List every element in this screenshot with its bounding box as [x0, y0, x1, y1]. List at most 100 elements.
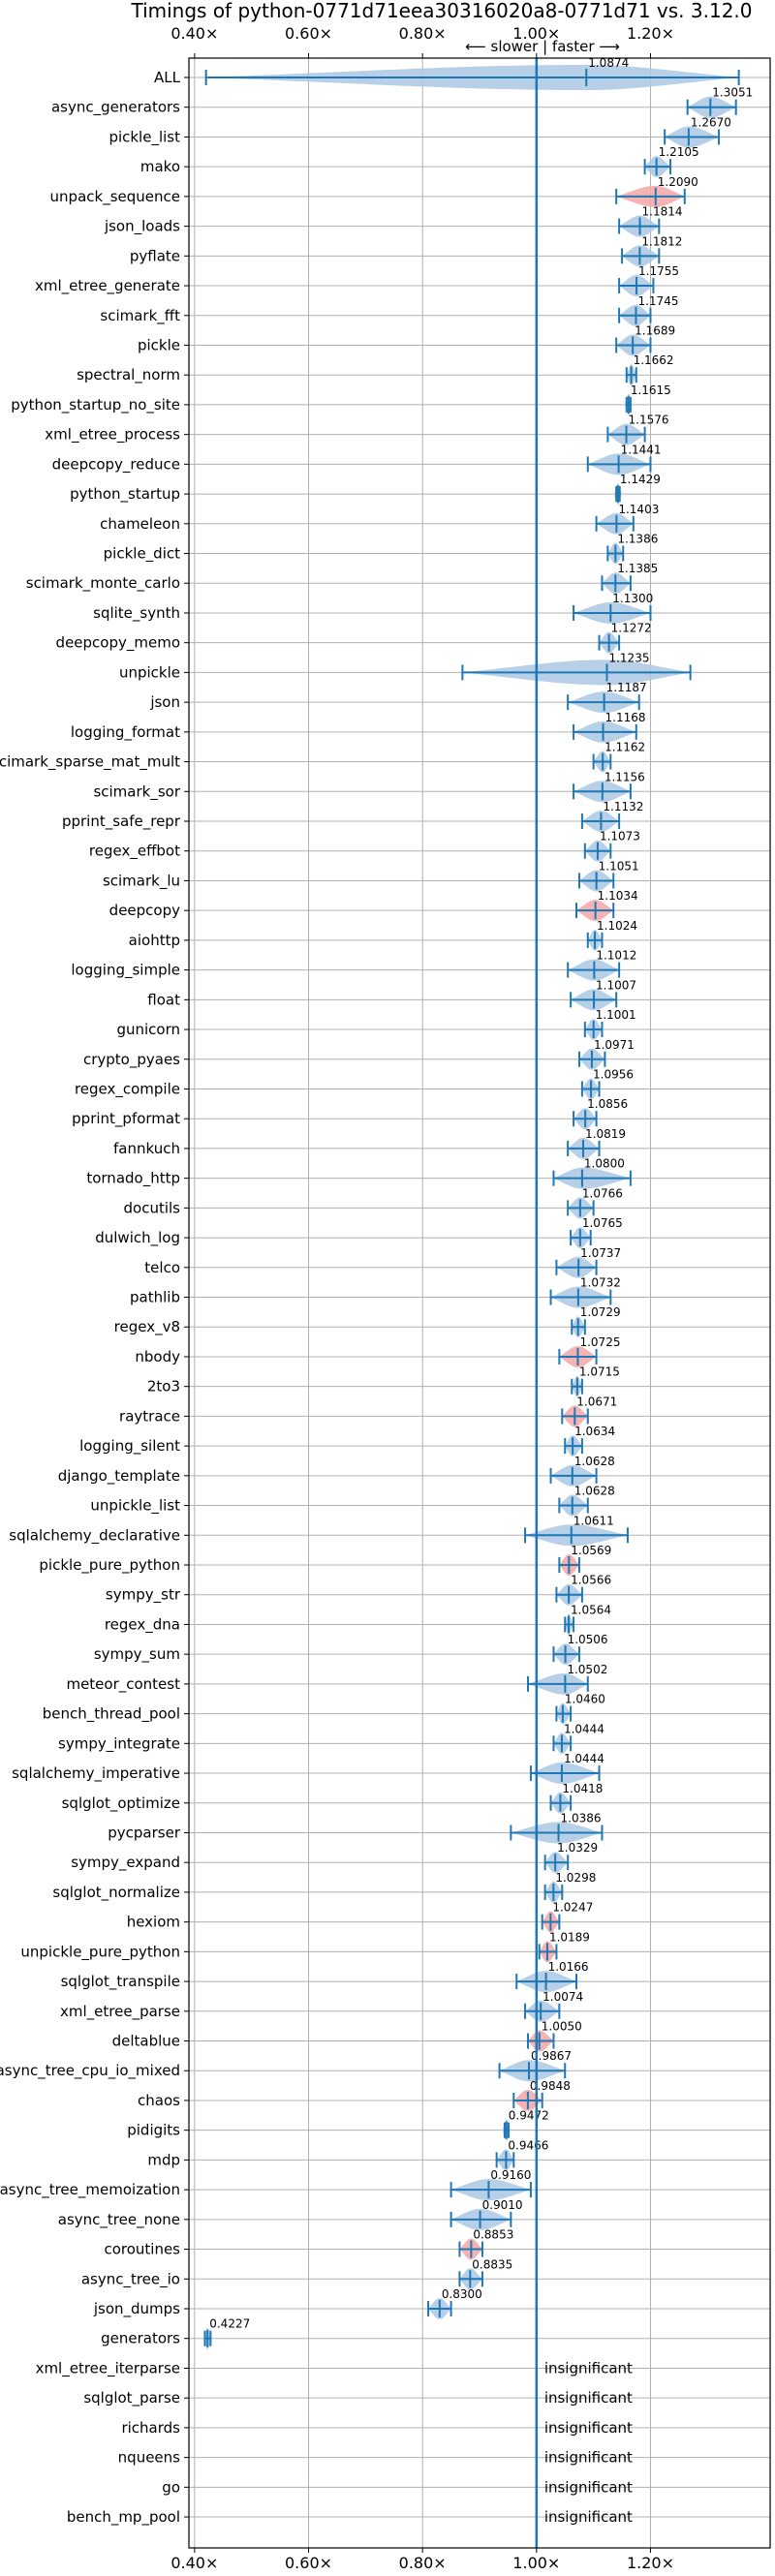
benchmark-label: pyflate: [130, 247, 180, 264]
value-label: 1.0564: [571, 1603, 611, 1616]
value-label: 1.0874: [588, 56, 629, 70]
benchmark-label: logging_silent: [79, 1437, 180, 1456]
value-label: 1.1187: [606, 681, 647, 694]
value-label: 0.8853: [473, 2228, 513, 2242]
benchmark-label: pickle: [138, 336, 180, 353]
insignificant-label: insignificant: [544, 2419, 633, 2437]
value-label: 1.0732: [580, 1276, 621, 1290]
benchmark-label: pickle_list: [108, 128, 180, 146]
value-label: 1.1156: [604, 770, 645, 783]
x-tick-label-bottom: 1.20×: [627, 2554, 674, 2572]
benchmark-label: sqlglot_optimize: [62, 1794, 180, 1813]
value-label: 1.0050: [542, 2020, 582, 2034]
benchmark-label: 2to3: [147, 1378, 180, 1395]
benchmark-label: chameleon: [100, 515, 180, 533]
value-label: 1.1073: [600, 830, 640, 843]
benchmark-label: gunicorn: [116, 1021, 180, 1038]
benchmark-label: unpack_sequence: [50, 188, 180, 206]
benchmark-label: regex_compile: [75, 1080, 180, 1098]
value-label: 1.1615: [631, 383, 671, 397]
benchmark-label: sympy_str: [106, 1586, 181, 1605]
insignificant-label: insignificant: [544, 2389, 633, 2407]
value-label: 1.0737: [580, 1246, 621, 1260]
benchmark-label: async_tree_io: [81, 2270, 180, 2288]
benchmark-label: logging_format: [71, 723, 180, 742]
benchmark-label: deepcopy_reduce: [52, 455, 180, 474]
benchmark-label: coroutines: [104, 2241, 180, 2258]
benchmark-label: deltablue: [112, 2033, 180, 2050]
value-label: 1.0444: [564, 1752, 604, 1765]
value-label: 1.1024: [597, 919, 637, 933]
value-label: 1.2105: [659, 145, 699, 159]
value-label: 1.1235: [608, 651, 649, 664]
benchmark-label: unpickle_pure_python: [20, 1943, 180, 1961]
benchmark-label: sqlglot_parse: [83, 2389, 180, 2407]
value-label: 0.9848: [530, 2079, 571, 2093]
benchmark-label: pathlib: [130, 1289, 180, 1306]
value-label: 1.0611: [574, 1514, 614, 1527]
x-tick-label-bottom: 0.80×: [399, 2554, 447, 2572]
benchmark-label: bench_thread_pool: [43, 1705, 180, 1724]
insignificant-label: insignificant: [544, 2449, 633, 2467]
value-label: 1.1051: [599, 859, 639, 873]
grid-lines: [189, 58, 770, 2548]
benchmark-label: xml_etree_parse: [60, 2003, 180, 2021]
benchmark-label: nbody: [135, 1348, 180, 1365]
value-label: 1.0566: [571, 1574, 611, 1587]
value-label: 1.0329: [557, 1841, 598, 1855]
value-label: 1.0956: [593, 1067, 634, 1081]
value-label: 0.9010: [482, 2198, 523, 2212]
benchmark-label: unpickle: [119, 663, 180, 681]
benchmark-label: mako: [140, 158, 180, 175]
value-label: 1.0569: [571, 1544, 611, 1557]
benchmark-label: bench_mp_pool: [67, 2508, 180, 2527]
benchmark-label: sympy_integrate: [58, 1734, 180, 1753]
value-label: 1.1385: [617, 562, 658, 575]
value-label: 1.0715: [579, 1365, 620, 1379]
value-label: 1.1576: [629, 414, 669, 427]
benchmark-label: pprint_safe_repr: [62, 813, 181, 831]
benchmark-label: pidigits: [127, 2122, 180, 2139]
benchmark-label: regex_effbot: [89, 843, 180, 861]
benchmark-label: deepcopy: [109, 902, 180, 919]
value-label: 1.1132: [603, 800, 643, 813]
value-label: 1.1403: [618, 503, 659, 516]
benchmark-label: generators: [101, 2330, 180, 2347]
benchmark-label: scimark_sor: [93, 782, 180, 801]
benchmark-label: tornado_http: [86, 1170, 180, 1188]
benchmark-label: regex_dna: [105, 1615, 180, 1634]
value-label: 1.0856: [587, 1097, 628, 1111]
value-label: 1.1001: [596, 1008, 636, 1022]
value-label: 0.9867: [531, 2049, 572, 2063]
benchmark-label: sympy_expand: [71, 1854, 180, 1872]
value-label: 1.0444: [564, 1722, 604, 1735]
value-label: 1.1745: [637, 294, 678, 308]
benchmark-label: nqueens: [118, 2449, 180, 2467]
benchmark-label: json_loads: [104, 218, 180, 236]
chart-title: Timings of python-0771d71eea30316020a8-0…: [130, 0, 752, 22]
benchmark-label: xml_etree_generate: [35, 277, 180, 295]
value-label: 1.3051: [712, 86, 753, 100]
value-label: 1.1168: [605, 711, 646, 724]
value-label: 0.8300: [442, 2287, 482, 2301]
value-label: 1.0418: [562, 1782, 603, 1795]
value-label: 1.1689: [635, 323, 675, 337]
value-label: 0.9466: [508, 2138, 548, 2152]
value-label: 1.1162: [604, 741, 645, 754]
value-label: 1.1012: [596, 949, 636, 963]
value-label: 0.8835: [472, 2257, 512, 2271]
benchmark-label: sqlite_synth: [93, 604, 180, 623]
benchmark-label: unpickle_list: [90, 1497, 180, 1516]
x-tick-label-top: 1.20×: [627, 24, 674, 43]
value-label: 1.2090: [658, 175, 698, 189]
value-label: 1.0247: [552, 1901, 593, 1915]
value-label: 1.1662: [634, 353, 674, 367]
value-label: 1.2670: [691, 115, 731, 129]
x-tick-label-bottom: 1.00×: [512, 2554, 560, 2572]
benchmark-label: sqlalchemy_imperative: [12, 1764, 180, 1783]
benchmark-label: python_startup_no_site: [11, 396, 180, 414]
x-tick-label-top: 1.00×: [512, 24, 560, 43]
insignificant-label: insignificant: [544, 2508, 633, 2526]
benchmark-label: dulwich_log: [95, 1229, 180, 1247]
value-label: 1.0766: [582, 1186, 623, 1200]
